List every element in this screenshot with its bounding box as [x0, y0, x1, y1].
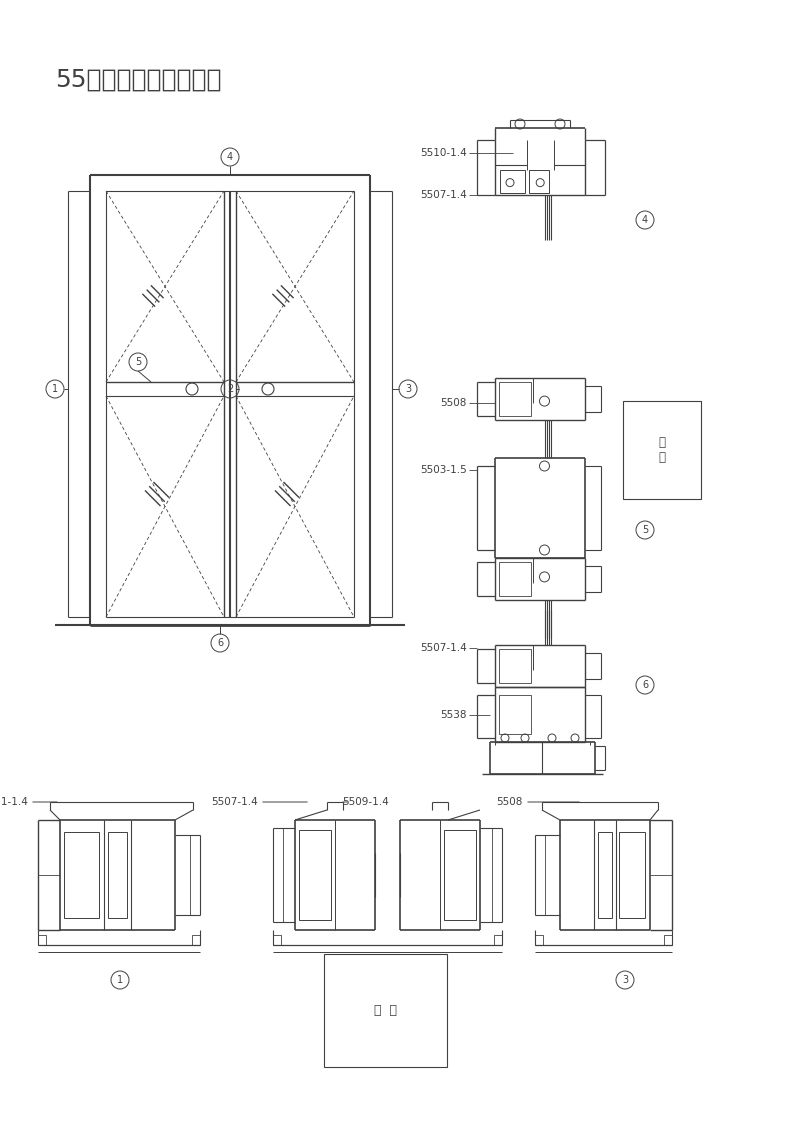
Bar — [108, 832, 126, 918]
Bar — [598, 832, 612, 918]
Text: 2: 2 — [227, 385, 233, 394]
Bar — [64, 832, 98, 918]
Text: 室
外: 室 外 — [658, 435, 666, 464]
Bar — [530, 171, 549, 193]
Bar — [38, 935, 46, 946]
Bar — [444, 830, 476, 920]
Text: 室  外: 室 外 — [374, 1003, 397, 1017]
Text: 5508: 5508 — [497, 797, 523, 808]
Text: 3: 3 — [405, 385, 411, 394]
Text: 5508: 5508 — [441, 398, 467, 408]
Bar — [499, 696, 530, 734]
Bar — [494, 935, 502, 946]
Bar — [500, 171, 526, 193]
Text: 6: 6 — [642, 680, 648, 690]
Text: 4: 4 — [227, 152, 233, 162]
Bar — [192, 935, 200, 946]
Text: 5507-1.4: 5507-1.4 — [211, 797, 258, 808]
Text: 5511-1.4: 5511-1.4 — [0, 797, 28, 808]
Text: 5: 5 — [642, 525, 648, 535]
Text: 5: 5 — [135, 357, 141, 366]
Bar — [299, 830, 331, 920]
Bar — [499, 562, 530, 596]
Text: 3: 3 — [622, 975, 628, 985]
Text: 6: 6 — [217, 638, 223, 648]
Text: 1: 1 — [117, 975, 123, 985]
Text: 55系列外平开门结构图: 55系列外平开门结构图 — [55, 68, 222, 92]
Text: 2: 2 — [377, 975, 383, 985]
Text: 5507-1.4: 5507-1.4 — [420, 190, 467, 200]
Bar — [619, 832, 645, 918]
Text: 5509-1.4: 5509-1.4 — [342, 797, 389, 808]
Text: 5538: 5538 — [441, 710, 467, 720]
Bar — [664, 935, 672, 946]
Bar — [535, 935, 543, 946]
Text: 1: 1 — [52, 385, 58, 394]
Text: 5507-1.4: 5507-1.4 — [420, 644, 467, 653]
Text: 5510-1.4: 5510-1.4 — [420, 148, 467, 158]
Text: 4: 4 — [642, 215, 648, 225]
Bar — [499, 649, 530, 683]
Text: 5503-1.5: 5503-1.5 — [420, 465, 467, 475]
Bar — [273, 935, 281, 946]
Bar — [499, 382, 530, 416]
